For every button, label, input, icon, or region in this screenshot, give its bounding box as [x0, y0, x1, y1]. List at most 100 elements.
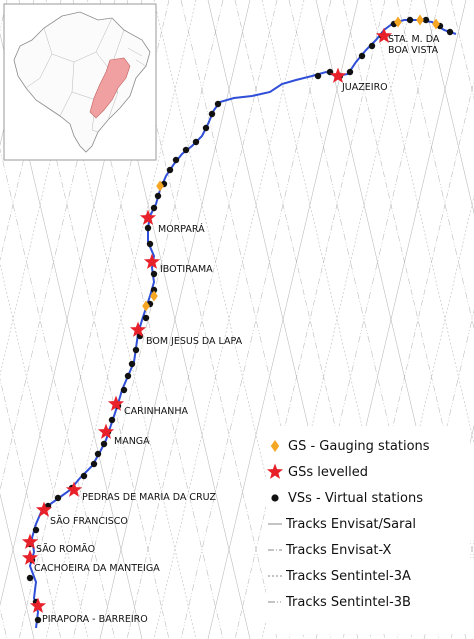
track-line	[369, 194, 474, 639]
town-label-juazeiro: JUAZEIRO	[341, 82, 388, 93]
town-label-line: MANGA	[114, 436, 150, 447]
gauging-station-diamond	[432, 18, 440, 30]
legend-box	[266, 426, 470, 634]
track-line	[153, 0, 305, 639]
gauging-station-diamond	[416, 14, 424, 26]
levelled-station-star	[29, 597, 47, 613]
town-label-bom-jesus-da-lapa: BOM JESUS DA LAPA	[146, 336, 243, 347]
gauging-stations	[142, 14, 440, 312]
town-label-pedras-de-maria-da-cruz: PEDRAS DE MARIA DA CRUZ	[82, 492, 216, 503]
town-labels: STA. M. DA BOA VISTA JUAZEIRO MORPARÁ IBOTIR…	[34, 34, 440, 625]
virtual-station-dot	[34, 616, 42, 624]
legend-label: Tracks Sentintel-3A	[285, 569, 411, 584]
levelled-station-star	[266, 463, 284, 479]
legend-label: GSs levelled	[288, 465, 368, 480]
virtual-station-dot	[54, 494, 62, 502]
virtual-station-dot	[32, 526, 40, 534]
town-label-line: SÃO FRANCISCO	[50, 516, 128, 527]
legend-label: Tracks Envisat/Saral	[285, 517, 416, 532]
levelled-station-star	[129, 321, 147, 337]
virtual-station-dot	[271, 494, 279, 502]
virtual-station-dot	[142, 314, 150, 322]
town-label-line: MORPARÁ	[158, 223, 205, 235]
virtual-station-dot	[346, 68, 354, 76]
levelled-station-star	[139, 209, 157, 225]
virtual-station-dot	[154, 192, 162, 200]
virtual-station-dot	[150, 204, 158, 212]
virtual-station-dot	[202, 124, 210, 132]
town-label-line: BOM JESUS DA LAPA	[146, 336, 243, 347]
town-label-sta-maria-da-boa-vista: STA. M. DA BOA VISTA	[388, 34, 440, 56]
virtual-station-dot	[100, 440, 108, 448]
town-label-line: BOA VISTA	[388, 45, 439, 56]
town-label-carinhanha: CARINHANHA	[124, 406, 189, 417]
track-line	[207, 0, 359, 639]
town-label-line: PIRAPORA - BARREIRO	[42, 614, 148, 625]
town-label-line: CACHOEIRA DA MANTEIGA	[34, 563, 160, 574]
legend-item-track-dotted: Tracks Sentintel-3A	[268, 569, 411, 584]
basin-highlight	[89, 57, 131, 119]
gauging-station-diamond	[394, 16, 402, 28]
town-label-pirapora-barreiro: PIRAPORA - BARREIRO	[42, 614, 148, 625]
virtual-station-dot	[182, 146, 190, 154]
town-label-line: JUAZEIRO	[341, 82, 388, 93]
track-line	[423, 0, 474, 215]
brazil-outline	[13, 11, 151, 153]
map-legend: GS - Gauging stations GSs levelled VSs - V…	[266, 426, 470, 634]
virtual-station-dot	[94, 450, 102, 458]
levelled-station-star	[375, 27, 393, 43]
virtual-station-dot	[214, 100, 222, 108]
virtual-station-dot	[150, 286, 158, 294]
gauging-station-diamond	[156, 180, 164, 192]
virtual-station-dot	[172, 156, 180, 164]
virtual-station-dot	[128, 360, 136, 368]
virtual-station-dot	[406, 16, 414, 24]
legend-item-track-dashdotdot: Tracks Sentintel-3B	[268, 595, 411, 610]
brazil-inset-map	[3, 3, 157, 161]
levelled-station-star	[97, 423, 115, 439]
levelled-station-star	[143, 253, 161, 269]
virtual-station-dot	[446, 28, 454, 36]
track-line	[72, 0, 224, 639]
town-label-morpara: MORPARÁ	[158, 223, 205, 235]
track-line	[261, 0, 413, 639]
legend-item-gauging-diamond: GS - Gauging stations	[270, 439, 430, 454]
levelled-station-star	[329, 67, 347, 83]
town-label-sao-romao: SÃO ROMÃO	[36, 544, 95, 555]
town-label-line: PEDRAS DE MARIA DA CRUZ	[82, 492, 216, 503]
legend-label: Tracks Sentintel-3B	[285, 595, 411, 610]
virtual-station-dot	[208, 110, 216, 118]
virtual-station-dot	[132, 346, 140, 354]
levelled-station-star	[107, 395, 125, 411]
track-line	[0, 147, 116, 639]
legend-label: VSs - Virtual stations	[288, 491, 423, 506]
town-label-cachoeira-da-manteiga: CACHOEIRA DA MANTEIGA	[34, 563, 160, 574]
gauging-station-diamond	[150, 290, 158, 302]
legend-item-track-dashdot: Tracks Envisat-X	[268, 543, 392, 558]
virtual-station-dot	[90, 460, 98, 468]
virtual-station-dot	[80, 472, 88, 480]
legend-item-track-solid: Tracks Envisat/Saral	[268, 517, 416, 532]
virtual-station-dot	[146, 240, 154, 248]
virtual-station-dot	[368, 42, 376, 50]
virtual-station-dot	[422, 16, 430, 24]
track-line	[0, 492, 35, 639]
track-line	[180, 0, 332, 639]
levelled-station-star	[21, 533, 39, 549]
levelled-station-star	[65, 481, 83, 497]
legend-label: GS - Gauging stations	[288, 439, 430, 454]
virtual-station-dot	[192, 138, 200, 146]
legend-label: Tracks Envisat-X	[285, 543, 392, 558]
virtual-station-dot	[108, 416, 116, 424]
town-label-sao-francisco: SÃO FRANCISCO	[50, 516, 128, 527]
virtual-station-dot	[314, 72, 322, 80]
legend-item-virtual-dot: VSs - Virtual stations	[271, 491, 423, 506]
town-label-manga: MANGA	[114, 436, 150, 447]
virtual-station-dot	[150, 270, 158, 278]
town-label-line: STA. M. DA	[388, 34, 440, 45]
levelled-station-star	[35, 501, 53, 517]
virtual-station-dot	[144, 224, 152, 232]
gauging-station-diamond	[142, 300, 150, 312]
virtual-station-dot	[120, 386, 128, 394]
